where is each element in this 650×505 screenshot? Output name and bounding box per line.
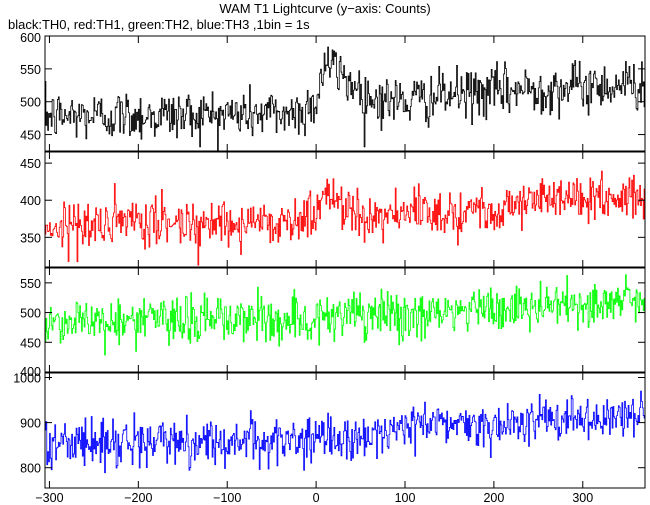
y-tick-label-0-3: 600 <box>20 31 41 45</box>
x-tick-label-4: 100 <box>395 491 416 505</box>
y-tick-label-3-1: 900 <box>20 417 41 431</box>
x-tick-label-2: −100 <box>213 491 241 505</box>
x-tick-label-5: 200 <box>483 491 504 505</box>
panel-2: 400 450 500 550 <box>20 267 646 379</box>
panel-1: 350 400 450 <box>20 151 646 268</box>
y-tick-label-0-2: 550 <box>20 63 41 77</box>
panels-group: 450 500 550 600 350 400 450 400 450 500 550 800 900 1… <box>13 31 646 489</box>
y-tick-label-2-3: 550 <box>20 277 41 291</box>
y-tick-label-2-0: 400 <box>20 365 41 379</box>
y-tick-label-3-0: 800 <box>20 462 41 476</box>
series-line-0 <box>45 46 645 151</box>
x-axis: −300 −200 −100 0 100 200 300 <box>35 491 593 505</box>
y-tick-label-2-2: 500 <box>20 307 41 321</box>
panel-1-frame <box>44 151 646 268</box>
panel-2-frame <box>44 267 646 373</box>
y-tick-label-2-1: 450 <box>20 336 41 350</box>
series-line-2 <box>45 274 645 356</box>
x-tick-label-3: 0 <box>313 491 320 505</box>
series-line-1 <box>45 170 645 266</box>
panel-3: 800 900 1000 <box>13 372 646 489</box>
x-tick-label-6: 300 <box>572 491 593 505</box>
y-tick-label-1-1: 400 <box>20 194 41 208</box>
panel-0: 450 500 550 600 <box>20 31 646 152</box>
chart-title: WAM T1 Lightcurve (y−axis: Counts) <box>219 1 430 16</box>
y-tick-label-0-0: 450 <box>20 129 41 143</box>
panel-3-frame <box>44 372 646 489</box>
panel-0-frame <box>44 35 646 152</box>
series-line-3 <box>45 390 645 474</box>
chart-subtitle: black:TH0, red:TH1, green:TH2, blue:TH3 … <box>8 17 310 32</box>
y-tick-label-0-1: 500 <box>20 96 41 110</box>
y-tick-label-1-2: 450 <box>20 157 41 171</box>
y-tick-label-1-0: 350 <box>20 231 41 245</box>
x-tick-label-1: −200 <box>124 491 152 505</box>
x-tick-label-0: −300 <box>35 491 63 505</box>
y-tick-label-3-2: 1000 <box>13 372 41 386</box>
